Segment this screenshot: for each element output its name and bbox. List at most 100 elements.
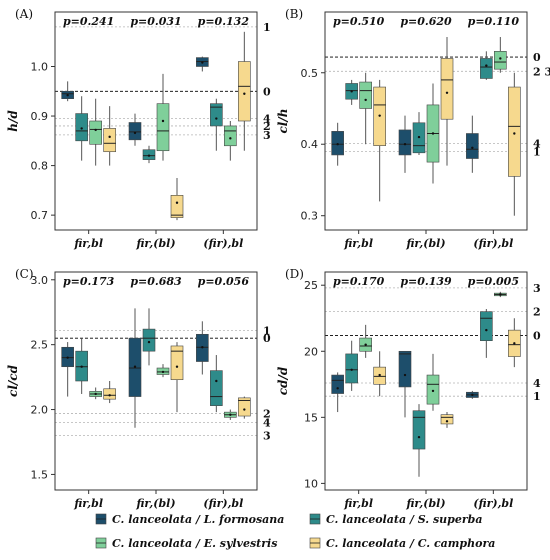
mean-point [471, 146, 474, 150]
p-value: p=0.510 [333, 15, 385, 28]
box-E_sylvestris [89, 120, 102, 145]
reference-line-label: 2 [533, 306, 541, 319]
reference-line-label: 1 [263, 324, 271, 337]
box-C_camphora [103, 128, 116, 153]
p-value: p=0.132 [198, 15, 250, 28]
box-S_superba [345, 353, 358, 384]
reference-line-label: 0 [263, 85, 271, 98]
legend-label: C. lanceolata / L. formosana [112, 513, 284, 526]
x-category-label: (fir),bl [203, 497, 243, 510]
mean-point [485, 328, 488, 332]
box-L_formosana [398, 129, 412, 156]
mean-point [431, 132, 435, 135]
p-value: p=0.139 [400, 275, 452, 288]
reference-line-label: 4 [263, 417, 271, 430]
mean-point [175, 365, 179, 368]
reference-line-label: 2 [263, 407, 271, 420]
mean-point [417, 435, 421, 439]
mean-point [108, 135, 111, 139]
mean-point [445, 91, 449, 94]
y-tick-label: 0.4 [301, 138, 319, 151]
y-tick-label: 3.0 [31, 274, 49, 287]
box-S_superba [480, 58, 493, 79]
mean-point [147, 154, 151, 157]
y-tick-label: 15 [304, 411, 318, 424]
mean-point [215, 117, 218, 120]
y-axis-label: h/d [6, 110, 20, 132]
p-value: p=0.173 [63, 275, 115, 288]
mean-point [66, 356, 69, 359]
y-tick-label: 10 [304, 477, 318, 490]
y-tick-label: 2.0 [31, 404, 49, 417]
box-C_camphora [440, 58, 454, 120]
x-category-label: (fir),bl [473, 497, 513, 510]
reference-line-label: 3 [263, 430, 271, 443]
y-tick-label: 0.8 [31, 160, 49, 173]
p-value: p=0.056 [198, 275, 250, 288]
reference-line-label: 0 [533, 51, 541, 64]
box-S_superba [75, 113, 88, 142]
legend-label: C. lanceolata / C. camphora [326, 537, 495, 550]
x-category-label: fir,bl [73, 497, 103, 510]
panel-c: (C) 10 243 1.5 2.0 2.5 3.0 cl/cd fir,bl p=0.173 fi… [6, 267, 271, 510]
reference-line-label: 1 [533, 390, 541, 403]
p-value: p=0.031 [130, 15, 181, 28]
p-value: p=0.110 [468, 15, 520, 28]
x-category-label: fir,bl [343, 497, 373, 510]
plot-frame [324, 11, 528, 231]
box-E_sylvestris [156, 103, 170, 152]
reference-line-label: 1 [533, 145, 541, 158]
x-category-label: fir,(bl) [135, 237, 175, 250]
box-S_superba [142, 328, 156, 352]
y-tick-label: 0.9 [31, 110, 49, 123]
box-E_sylvestris [426, 374, 440, 405]
mean-point [350, 90, 353, 93]
mean-point [229, 137, 232, 140]
x-category-label: fir,(bl) [405, 237, 445, 250]
x-category-label: (fir),bl [203, 237, 243, 250]
mean-point [215, 379, 218, 383]
box-L_formosana [128, 122, 142, 141]
box-C_camphora [238, 61, 251, 122]
y-tick-label: 0.7 [31, 209, 49, 222]
mean-point [161, 370, 165, 374]
reference-line-label: 0 [533, 329, 541, 342]
mean-point [147, 340, 151, 344]
mean-point [431, 389, 435, 393]
reference-line-label: 3 [263, 129, 271, 142]
y-tick-label: 0.5 [301, 67, 319, 80]
p-value: p=0.683 [130, 275, 182, 288]
panel-label: (C) [15, 267, 34, 281]
mean-point [80, 365, 83, 368]
box-S_superba [412, 410, 426, 450]
box-C_camphora [103, 388, 116, 400]
reference-line-label: 0 [263, 332, 271, 345]
mean-point [364, 98, 367, 102]
mean-point [133, 131, 137, 135]
mean-point [471, 393, 474, 397]
panel-a: (A) 1 0 423 0.7 0.8 0.9 1.0 h/d fir,bl p=0.241 fir,… [6, 7, 271, 250]
box-C_camphora [170, 345, 184, 381]
panel-b: (B) 02 3 41 0.3 0.4 0.5 cl/h fir,bl p=0.510 fir,(… [276, 7, 550, 250]
reference-line-label: 2 3 [533, 65, 550, 78]
box-E_sylvestris [224, 125, 237, 147]
box-C_camphora [238, 397, 251, 417]
mean-point [80, 127, 83, 130]
x-category-label: fir,(bl) [135, 497, 175, 510]
panel-label: (B) [285, 7, 303, 21]
mean-point [243, 92, 246, 95]
mean-point [513, 132, 516, 135]
reference-line-label: 4 [533, 138, 541, 151]
y-axis-label: cl/h [276, 109, 290, 134]
box-S_superba [210, 103, 223, 127]
mean-point [378, 373, 381, 377]
reference-line-label: 1 [263, 21, 271, 34]
p-value: p=0.005 [468, 275, 519, 288]
box-C_camphora [508, 86, 521, 177]
p-value: p=0.620 [400, 15, 452, 28]
mean-point [513, 342, 516, 345]
x-category-label: fir,bl [343, 237, 373, 250]
x-category-label: fir,(bl) [405, 497, 445, 510]
box-C_camphora [440, 414, 454, 425]
